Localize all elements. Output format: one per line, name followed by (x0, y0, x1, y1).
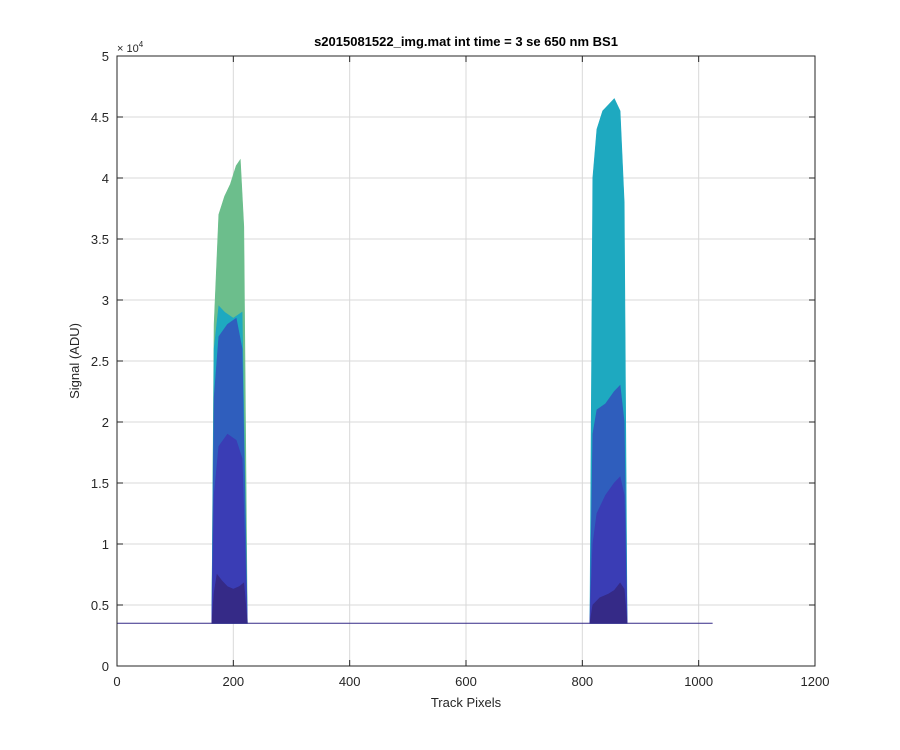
x-tick-label-1: 200 (222, 674, 244, 689)
y-tick-label-7: 3.5 (91, 232, 109, 247)
series-4-peak-1 (589, 582, 628, 624)
x-tick-label-0: 0 (113, 674, 120, 689)
plot-series (117, 98, 713, 624)
y-tick-label-6: 3 (102, 293, 109, 308)
y-exponent-label: × 104 (117, 40, 144, 55)
y-tick-label-8: 4 (102, 171, 109, 186)
y-tick-label-10: 5 (102, 49, 109, 64)
y-tick-label-3: 1.5 (91, 476, 109, 491)
y-tick-label-9: 4.5 (91, 110, 109, 125)
chart-title: s2015081522_img.mat int time = 3 se 650 … (314, 34, 618, 49)
y-axis-label: Signal (ADU) (67, 323, 82, 399)
series-3-peak-0 (211, 433, 248, 624)
y-tick-label-2: 1 (102, 537, 109, 552)
x-tick-label-2: 400 (339, 674, 361, 689)
x-tick-label-5: 1000 (684, 674, 713, 689)
x-tick-label-4: 800 (571, 674, 593, 689)
axis-ticks: 0 200 400 600 800 1000 1200 0 0.5 1 1.5 2 2.5 3 3.5 4 4.… (91, 49, 830, 689)
x-axis-label: Track Pixels (431, 695, 502, 710)
y-tick-label-5: 2.5 (91, 354, 109, 369)
x-tick-label-3: 600 (455, 674, 477, 689)
series-4-peak-0 (211, 573, 248, 624)
y-tick-label-4: 2 (102, 415, 109, 430)
y-tick-label-0: 0 (102, 659, 109, 674)
x-tick-label-6: 1200 (801, 674, 830, 689)
y-tick-label-1: 0.5 (91, 598, 109, 613)
